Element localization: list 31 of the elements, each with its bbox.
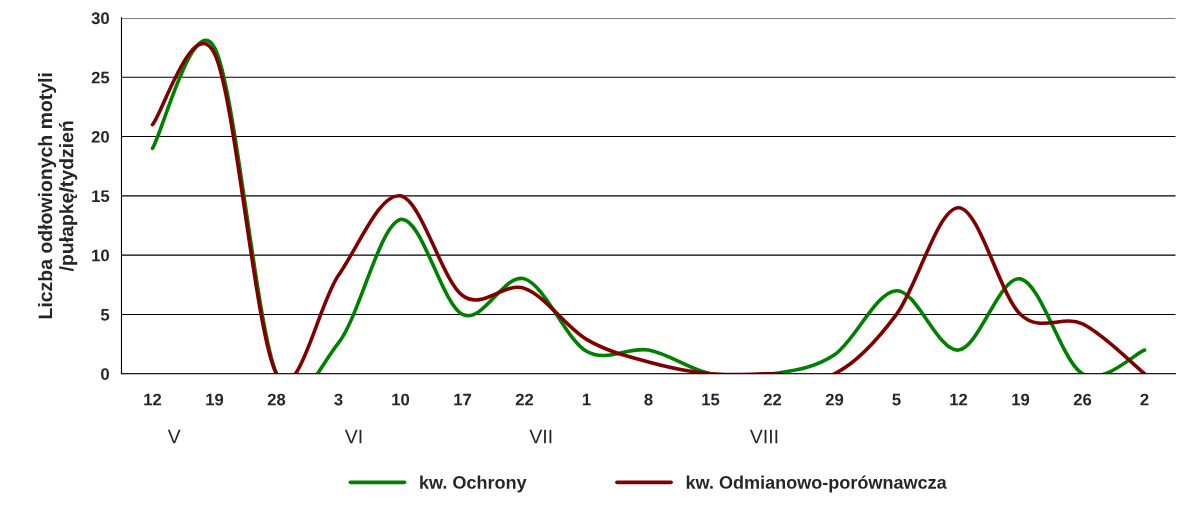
- x-tick-label: 12: [144, 393, 162, 406]
- text: V: [167, 429, 181, 444]
- x-tick-label: 22: [763, 393, 782, 406]
- legend-label: kw. Ochrony: [420, 475, 527, 493]
- text: VII: [529, 429, 552, 444]
- x-tick-label: 2: [1140, 393, 1149, 406]
- x-tick-label: 3: [334, 393, 343, 406]
- x-tick-label: 28: [267, 393, 286, 406]
- x-tick-label: 17: [454, 393, 472, 406]
- y-axis-title: Liczba odłowionych motyli /pułapkę/tydzień: [37, 73, 78, 319]
- y-tick-label: 10: [92, 249, 109, 262]
- text: VIII: [749, 429, 778, 444]
- y-tick-label: 30: [91, 12, 109, 25]
- y-tick-label: 15: [92, 190, 110, 203]
- x-tick-label: 5: [892, 393, 901, 406]
- x-tick-label: 29: [825, 393, 844, 406]
- legend-label: kw. Odmianowo-porównawcza: [686, 475, 947, 493]
- x-tick-label: 15: [702, 393, 720, 406]
- text: VI: [344, 429, 362, 444]
- x-tick-label: 12: [950, 393, 968, 406]
- x-tick-label: 8: [644, 393, 653, 406]
- y-tick-label: 0: [101, 368, 109, 380]
- x-tick-label: 22: [515, 393, 534, 406]
- x-tick-label: 26: [1073, 393, 1092, 406]
- y-tick-label: 25: [91, 71, 110, 84]
- x-tick-label: 1: [582, 393, 591, 406]
- y-tick-label: 5: [100, 309, 110, 321]
- y-tick-label: 20: [91, 130, 109, 143]
- x-tick-label: 19: [206, 393, 224, 406]
- x-tick-label: 10: [392, 393, 410, 406]
- x-tick-label: 19: [1012, 393, 1030, 406]
